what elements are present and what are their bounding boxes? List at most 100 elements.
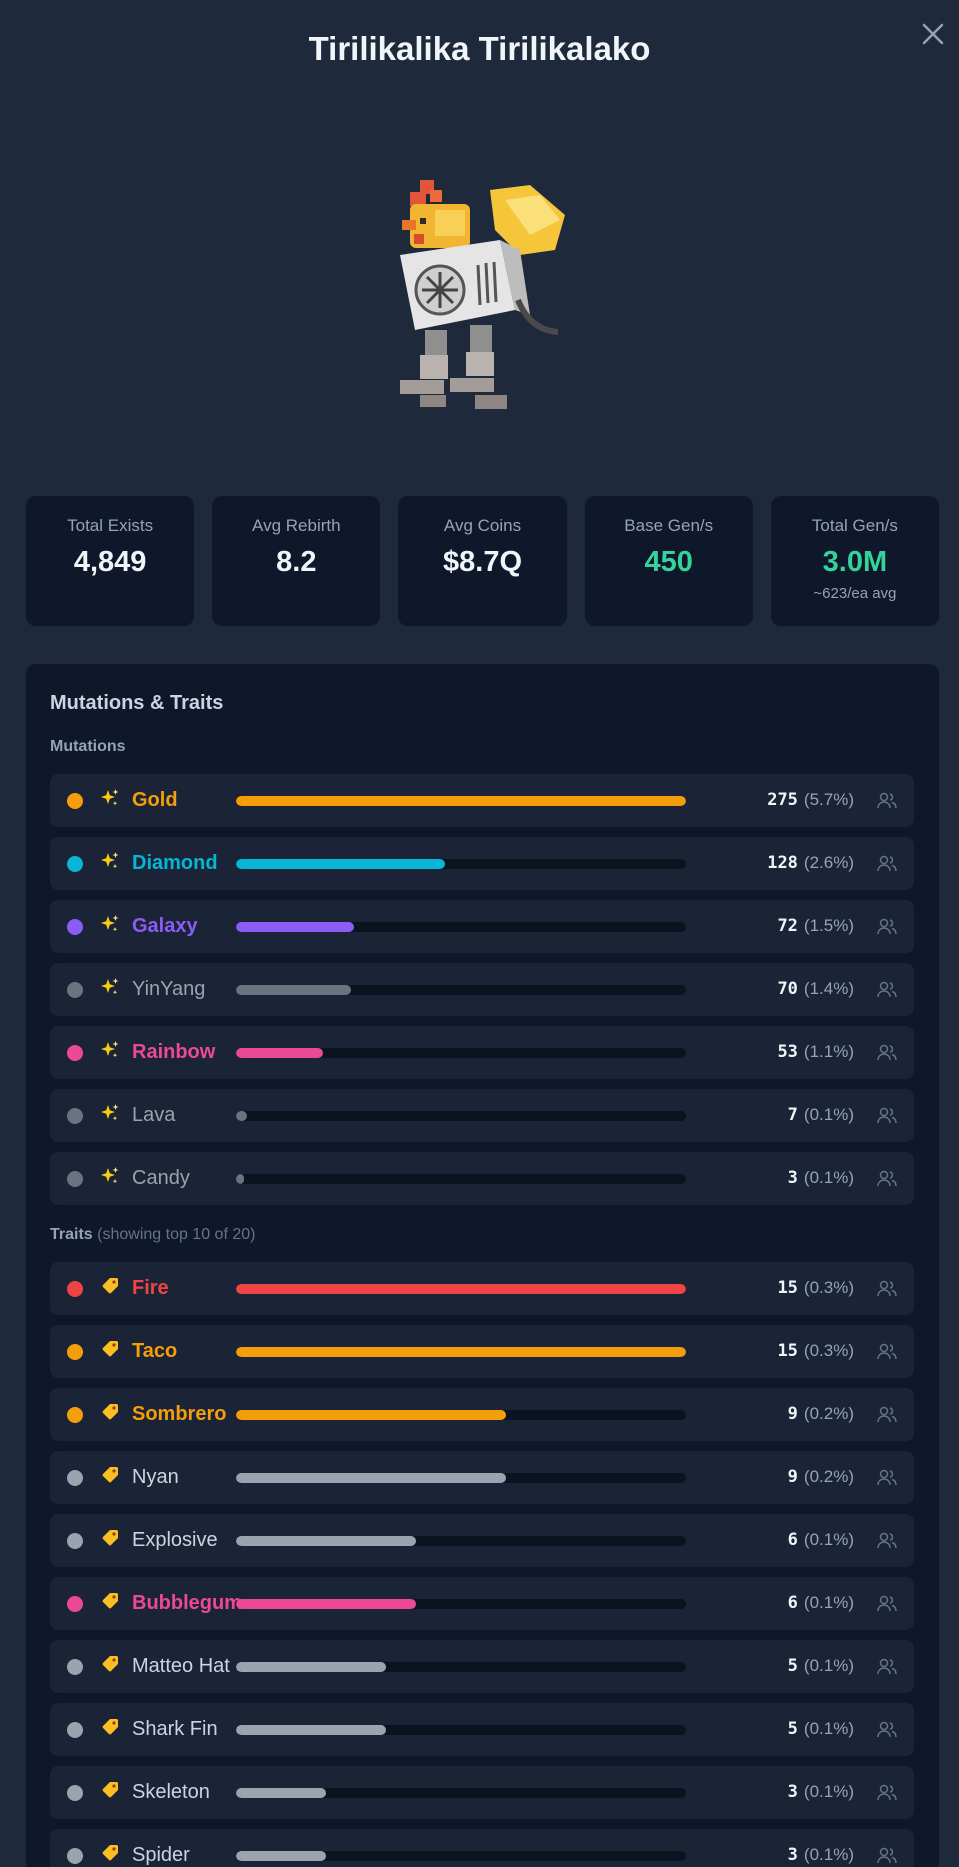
users-icon[interactable] xyxy=(876,1530,898,1552)
close-icon[interactable] xyxy=(919,20,947,48)
progress-track xyxy=(236,1284,686,1294)
trait-name: Spider xyxy=(132,1844,190,1866)
trait-row-spider: Spider 3 (0.1%) xyxy=(50,1829,914,1867)
color-dot xyxy=(67,919,83,935)
progress-track xyxy=(236,1725,686,1735)
mutations-traits-panel: Mutations & Traits Mutations Traits (sho… xyxy=(26,664,939,1867)
users-icon[interactable] xyxy=(876,1467,898,1489)
trait-row-taco: Taco 15 (0.3%) xyxy=(50,1325,914,1378)
stat-value: 3.0M xyxy=(822,546,888,578)
progress-fill xyxy=(236,1599,416,1609)
count-percent: (5.7%) xyxy=(803,790,854,809)
trait-row-bubblegum: Bubblegum 6 (0.1%) xyxy=(50,1577,914,1630)
users-icon[interactable] xyxy=(876,853,898,875)
count-value: 15 xyxy=(777,1278,798,1298)
progress-track xyxy=(236,1111,686,1121)
stat-total-gen: Total Gen/s 3.0M ~623/ea avg xyxy=(770,496,940,626)
progress-fill xyxy=(236,1111,247,1121)
users-icon[interactable] xyxy=(876,1105,898,1127)
trait-row-matteo-hat: Matteo Hat 5 (0.1%) xyxy=(50,1640,914,1693)
count: 15 (0.3%) xyxy=(730,1277,854,1299)
progress-fill xyxy=(236,1410,506,1420)
count: 3 (0.1%) xyxy=(730,1781,854,1803)
sparkles-icon xyxy=(100,851,120,878)
count-percent: (0.1%) xyxy=(803,1530,854,1549)
trait-name: Skeleton xyxy=(132,1781,210,1803)
count-value: 5 xyxy=(787,1719,798,1739)
progress-track xyxy=(236,985,686,995)
users-icon[interactable] xyxy=(876,790,898,812)
color-dot xyxy=(67,1470,83,1486)
trait-name: Fire xyxy=(132,1277,169,1299)
progress-fill xyxy=(236,922,354,932)
mutations-label: Mutations xyxy=(50,738,126,756)
stat-label: Avg Rebirth xyxy=(252,516,341,535)
color-dot xyxy=(67,1045,83,1061)
tag-icon xyxy=(100,1843,120,1867)
stat-label: Total Gen/s xyxy=(811,516,898,535)
users-icon[interactable] xyxy=(876,916,898,938)
traits-label-text: Traits xyxy=(50,1226,93,1243)
users-icon[interactable] xyxy=(876,1593,898,1615)
mutation-row-yinyang: YinYang 70 (1.4%) xyxy=(50,963,914,1016)
users-icon[interactable] xyxy=(876,1656,898,1678)
users-icon[interactable] xyxy=(876,1845,898,1867)
color-dot xyxy=(67,856,83,872)
users-icon[interactable] xyxy=(876,1168,898,1190)
trait-name: Nyan xyxy=(132,1466,179,1488)
progress-fill xyxy=(236,1536,416,1546)
tag-icon xyxy=(100,1654,120,1681)
tag-icon xyxy=(100,1780,120,1807)
tag-icon xyxy=(100,1276,120,1303)
count: 3 (0.1%) xyxy=(730,1844,854,1866)
color-dot xyxy=(67,1407,83,1423)
trait-name: Taco xyxy=(132,1340,178,1362)
progress-fill xyxy=(236,1725,386,1735)
count-value: 3 xyxy=(787,1845,798,1865)
color-dot xyxy=(67,1785,83,1801)
stat-base-gen: Base Gen/s 450 xyxy=(584,496,753,626)
progress-fill xyxy=(236,1851,326,1861)
users-icon[interactable] xyxy=(876,1042,898,1064)
stat-value: $8.7Q xyxy=(443,546,522,578)
users-icon[interactable] xyxy=(876,1341,898,1363)
mutation-row-candy: Candy 3 (0.1%) xyxy=(50,1152,914,1205)
progress-track xyxy=(236,796,686,806)
count-value: 6 xyxy=(787,1530,798,1550)
count-value: 53 xyxy=(777,1042,798,1062)
mutation-name: Diamond xyxy=(132,852,218,874)
count: 5 (0.1%) xyxy=(730,1718,854,1740)
stat-avg-coins: Avg Coins $8.7Q xyxy=(398,496,567,626)
users-icon[interactable] xyxy=(876,1719,898,1741)
color-dot xyxy=(67,1344,83,1360)
progress-fill xyxy=(236,1788,326,1798)
users-icon[interactable] xyxy=(876,1782,898,1804)
color-dot xyxy=(67,1281,83,1297)
count: 128 (2.6%) xyxy=(730,852,854,874)
sparkles-icon xyxy=(100,977,120,1004)
stat-label: Avg Coins xyxy=(443,516,522,535)
progress-track xyxy=(236,1410,686,1420)
mutation-row-rainbow: Rainbow 53 (1.1%) xyxy=(50,1026,914,1079)
tag-icon xyxy=(100,1339,120,1366)
users-icon[interactable] xyxy=(876,1278,898,1300)
count: 72 (1.5%) xyxy=(730,915,854,937)
traits-note: (showing top 10 of 20) xyxy=(97,1226,256,1243)
progress-track xyxy=(236,1473,686,1483)
progress-track xyxy=(236,1048,686,1058)
progress-track xyxy=(236,1662,686,1672)
mutation-name: YinYang xyxy=(132,978,206,1000)
count: 5 (0.1%) xyxy=(730,1655,854,1677)
brainrot-image xyxy=(400,180,565,409)
count-value: 9 xyxy=(787,1467,798,1487)
progress-fill xyxy=(236,1048,323,1058)
users-icon[interactable] xyxy=(876,979,898,1001)
count-value: 3 xyxy=(787,1782,798,1802)
tag-icon xyxy=(100,1465,120,1492)
progress-track xyxy=(236,1536,686,1546)
count: 3 (0.1%) xyxy=(730,1167,854,1189)
users-icon[interactable] xyxy=(876,1404,898,1426)
mutation-name: Candy xyxy=(132,1167,190,1189)
trait-name: Matteo Hat xyxy=(132,1655,230,1677)
count-percent: (0.1%) xyxy=(803,1845,854,1864)
